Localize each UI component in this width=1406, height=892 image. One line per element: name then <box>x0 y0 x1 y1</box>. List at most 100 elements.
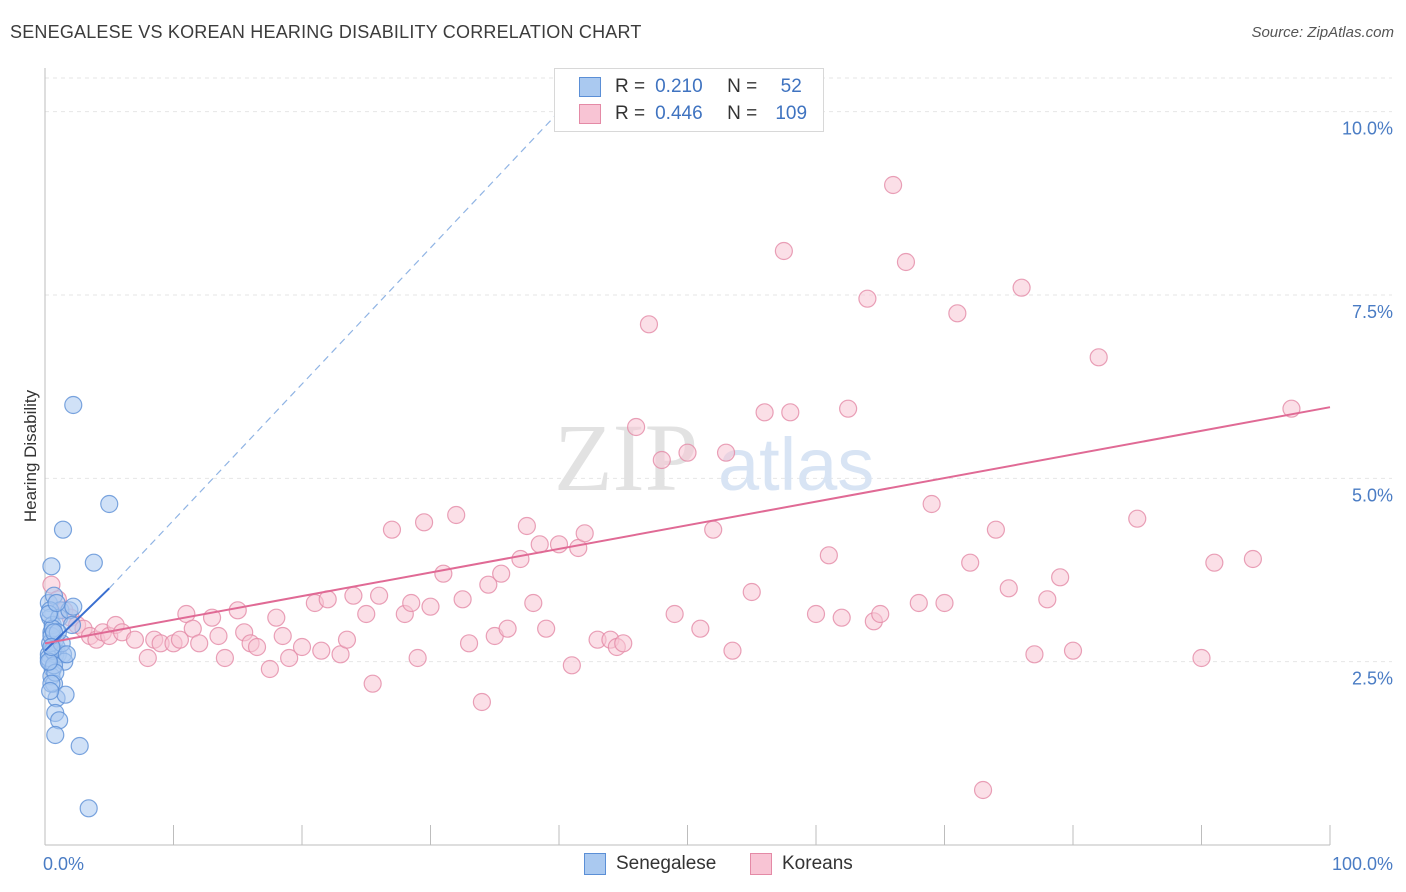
korean-point <box>1205 553 1224 572</box>
korean-point <box>209 626 228 646</box>
series-senegalese <box>39 395 119 818</box>
legend-row-koreans: R = 0.446 N = 109 <box>579 101 811 127</box>
senegalese-point <box>100 494 119 514</box>
korean-point <box>453 590 472 609</box>
senegalese-point <box>47 593 66 613</box>
korean-point <box>909 593 928 613</box>
korean-point <box>357 604 376 624</box>
korean-point <box>260 659 279 679</box>
korean-point <box>614 634 633 653</box>
legend-n-label: N = <box>727 76 758 97</box>
bottom-legend-label-senegalese: Senegalese <box>616 853 717 874</box>
korean-point <box>896 252 916 272</box>
korean-point <box>1025 645 1044 664</box>
korean-point <box>511 549 530 569</box>
legend-row-senegalese: R = 0.210 N = 52 <box>579 74 811 100</box>
korean-point <box>370 586 389 605</box>
senegalese-point <box>46 725 65 745</box>
senegalese-trend-extension <box>108 111 560 589</box>
korean-point <box>1128 509 1147 528</box>
watermark: ZIP atlas <box>554 404 874 511</box>
korean-point <box>1089 348 1108 367</box>
korean-point <box>1012 278 1031 297</box>
korean-point <box>434 564 453 583</box>
legend-n-value-senegalese: 52 <box>780 76 802 97</box>
korean-point <box>652 450 671 470</box>
bottom-legend-senegalese: Senegalese <box>584 851 716 877</box>
korean-point <box>626 417 646 437</box>
korean-point <box>459 634 479 653</box>
korean-point <box>517 516 536 536</box>
korean-point <box>530 535 549 554</box>
senegalese-point <box>57 645 76 664</box>
senegalese-point <box>79 799 98 818</box>
korean-point <box>479 575 498 594</box>
korean-point <box>337 630 357 649</box>
korean-point <box>691 619 710 638</box>
korean-point <box>524 593 543 613</box>
chart-title: SENEGALESE VS KOREAN HEARING DISABILITY … <box>10 22 642 42</box>
trend-lines <box>44 111 1331 652</box>
korean-point <box>1038 590 1057 609</box>
korean-point <box>312 641 331 660</box>
watermark-atlas: atlas <box>718 423 874 506</box>
korean-point <box>774 241 793 261</box>
korean-point <box>138 648 157 668</box>
korean-point <box>228 601 247 620</box>
senegalese-trend-line <box>44 587 110 652</box>
senegalese-point <box>84 553 103 572</box>
korean-point <box>472 692 491 712</box>
korean-point <box>1063 641 1083 660</box>
senegalese-point <box>42 557 61 576</box>
korean-point <box>421 597 440 616</box>
legend-r-label: R = <box>615 103 646 124</box>
korean-trend-line <box>44 406 1331 645</box>
korean-point <box>447 505 466 525</box>
watermark-zip: ZIP <box>554 404 698 511</box>
y-tick-label: 10.0% <box>1342 119 1393 139</box>
legend-n-value-koreans: 109 <box>775 103 808 124</box>
senegalese-point <box>56 685 75 704</box>
korean-point <box>716 443 736 462</box>
korean-point <box>363 674 382 693</box>
korean-point <box>871 604 890 624</box>
legend-swatch-koreans <box>579 104 601 124</box>
korean-point <box>755 403 774 422</box>
korean-point <box>344 586 363 605</box>
korean-point <box>935 593 954 613</box>
korean-point <box>492 564 511 583</box>
korean-point <box>498 619 517 638</box>
korean-point <box>961 553 980 572</box>
korean-point <box>170 630 190 649</box>
axes <box>44 68 1331 846</box>
legend-r-label: R = <box>615 76 646 97</box>
korean-point <box>819 546 838 565</box>
legend-swatch-senegalese <box>579 77 601 97</box>
korean-point <box>1243 549 1263 569</box>
korean-point <box>639 315 659 334</box>
korean-point <box>665 604 684 624</box>
korean-point <box>562 656 581 675</box>
bottom-legend-koreans: Koreans <box>750 851 853 877</box>
korean-point <box>190 634 209 653</box>
y-tick-label: 2.5% <box>1352 669 1393 689</box>
korean-point <box>273 626 292 646</box>
bottom-legend-swatch-senegalese <box>584 853 606 875</box>
legend-n-label: N = <box>727 103 758 124</box>
korean-point <box>986 520 1006 539</box>
korean-point <box>781 403 800 422</box>
legend-r-value-senegalese: 0.210 <box>655 76 703 97</box>
senegalese-point <box>41 681 60 701</box>
korean-point <box>414 513 434 532</box>
korean-point <box>292 637 312 657</box>
korean-point <box>402 593 421 613</box>
korean-point <box>267 608 286 627</box>
senegalese-point <box>64 395 83 415</box>
korean-point <box>537 619 556 638</box>
gridlines <box>45 77 1392 663</box>
senegalese-point <box>53 520 73 539</box>
korean-point <box>948 304 967 323</box>
x-tick-label: 100.0% <box>1332 854 1393 874</box>
korean-point <box>806 604 826 624</box>
